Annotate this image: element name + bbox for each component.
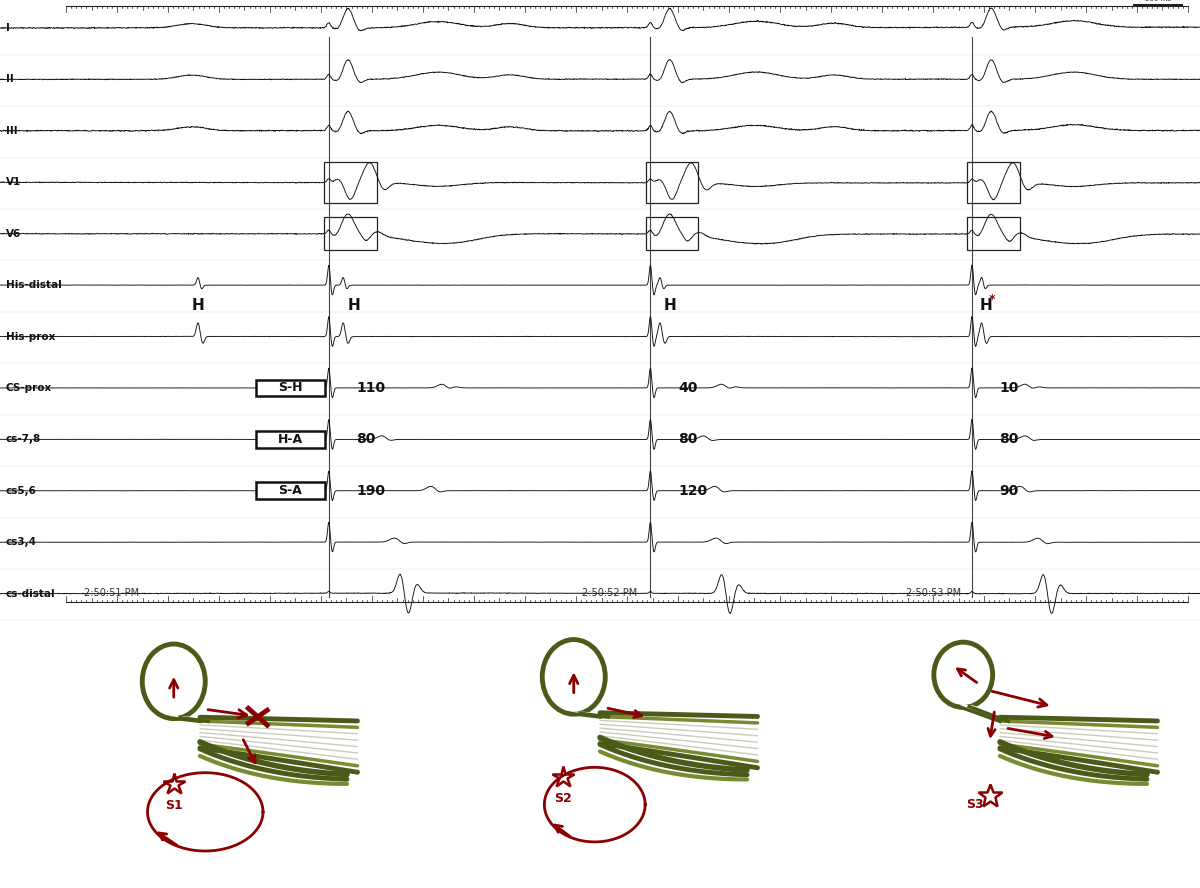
Bar bbox=[646, 218, 698, 250]
Text: S1: S1 bbox=[164, 799, 182, 812]
Ellipse shape bbox=[934, 642, 992, 708]
Text: V1: V1 bbox=[6, 178, 22, 187]
Text: cs5,6: cs5,6 bbox=[6, 486, 37, 496]
Bar bbox=[324, 162, 377, 202]
Polygon shape bbox=[170, 717, 205, 718]
Bar bbox=[256, 379, 325, 396]
Text: 90: 90 bbox=[1000, 484, 1019, 498]
Text: I: I bbox=[6, 23, 10, 33]
Text: H: H bbox=[348, 298, 360, 313]
Bar bbox=[256, 482, 325, 499]
Text: 190: 190 bbox=[356, 484, 385, 498]
Text: H: H bbox=[192, 298, 204, 313]
Text: V6: V6 bbox=[6, 229, 22, 239]
Text: cs3,4: cs3,4 bbox=[6, 537, 37, 547]
Text: *: * bbox=[989, 293, 996, 305]
Text: His-prox: His-prox bbox=[6, 331, 55, 342]
Text: 110: 110 bbox=[356, 381, 385, 395]
Text: II: II bbox=[6, 75, 13, 84]
Ellipse shape bbox=[542, 639, 605, 714]
Text: 120: 120 bbox=[678, 484, 707, 498]
Text: 80: 80 bbox=[356, 432, 376, 447]
Text: 2:50:52 PM: 2:50:52 PM bbox=[582, 588, 637, 598]
Text: 40: 40 bbox=[678, 381, 697, 395]
Text: H: H bbox=[664, 298, 676, 313]
Polygon shape bbox=[571, 712, 605, 714]
Text: 10: 10 bbox=[1000, 381, 1019, 395]
Ellipse shape bbox=[143, 644, 205, 718]
Bar bbox=[646, 162, 698, 202]
Text: 2:50:53 PM: 2:50:53 PM bbox=[906, 588, 961, 598]
Bar bbox=[967, 162, 1020, 202]
Polygon shape bbox=[960, 706, 1006, 718]
Text: 80: 80 bbox=[678, 432, 697, 447]
Text: III: III bbox=[6, 126, 18, 136]
Text: 500 ms: 500 ms bbox=[1145, 0, 1171, 3]
Text: cs-7,8: cs-7,8 bbox=[6, 434, 41, 444]
Text: S-A: S-A bbox=[278, 484, 302, 497]
Text: 80: 80 bbox=[1000, 432, 1019, 447]
Text: H: H bbox=[980, 298, 992, 313]
Text: 2:50:51 PM: 2:50:51 PM bbox=[84, 588, 139, 598]
Text: His-distal: His-distal bbox=[6, 280, 61, 290]
Text: H-A: H-A bbox=[278, 432, 302, 446]
Text: S3: S3 bbox=[967, 797, 984, 811]
Text: cs-distal: cs-distal bbox=[6, 589, 55, 599]
Bar bbox=[324, 218, 377, 250]
Text: CS-prox: CS-prox bbox=[6, 383, 53, 392]
Text: S-H: S-H bbox=[278, 382, 302, 394]
Bar bbox=[256, 431, 325, 448]
Bar bbox=[967, 218, 1020, 250]
Text: S2: S2 bbox=[554, 791, 572, 805]
